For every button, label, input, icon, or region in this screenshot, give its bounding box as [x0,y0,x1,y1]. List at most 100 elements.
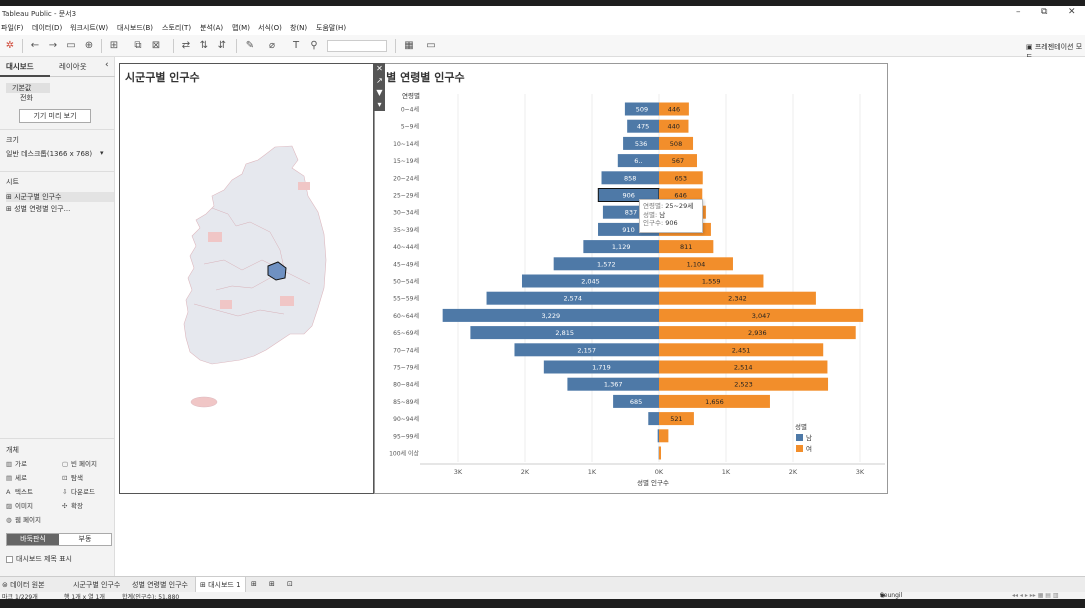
male-bar[interactable] [567,377,659,391]
korea-mainland-map[interactable] [183,145,327,365]
female-bar[interactable] [659,119,689,133]
female-bar[interactable] [659,412,694,426]
male-bar[interactable] [543,360,659,374]
tab-dashboard-active[interactable]: ⊞ 대시보드 1 [195,577,246,592]
new-story-icon[interactable]: ⊡ [287,580,293,588]
highlighted-district[interactable] [267,261,287,281]
menu-help[interactable]: 도움말(H) [316,24,347,32]
show-me-icon[interactable]: ▦ [404,40,414,51]
fit-dropdown[interactable] [327,40,387,52]
male-bar[interactable] [623,136,659,150]
highlight-icon[interactable]: ✎ [245,40,255,51]
male-bar[interactable] [627,119,659,133]
collapse-pane-icon[interactable]: ‹ [105,60,109,70]
tab-dashboard[interactable]: 대시보드 [6,62,34,71]
menu-story[interactable]: 스토리(T) [162,24,192,32]
map-sheet[interactable]: 시군구별 인구수 [119,63,374,494]
object-web-page[interactable]: ◍ 웹 페이지 [6,516,41,524]
object-download[interactable]: ⇩ 다운로드 [62,488,95,496]
female-bar[interactable] [659,240,714,254]
object-extension[interactable]: ✣ 확장 [62,502,83,510]
group-icon[interactable]: ⌀ [268,40,276,51]
chevron-down-icon[interactable]: ▾ [100,149,104,157]
new-sheet-icon[interactable]: ⊞ [109,40,119,51]
device-phone[interactable]: 전화 [20,94,33,102]
menu-window[interactable]: 창(N) [290,24,308,32]
menu-format[interactable]: 서식(O) [258,24,282,32]
legend-swatch[interactable] [796,434,803,441]
female-bar[interactable] [659,377,829,391]
tab-sheet[interactable]: 시군구별 인구수 [73,581,121,589]
sheet-item[interactable]: ⊞ 시군구별 인구수 [6,192,114,202]
female-bar[interactable] [659,429,669,443]
female-bar[interactable] [659,291,816,305]
save-icon[interactable]: ▭ [66,40,76,51]
male-bar[interactable] [617,154,659,168]
object-text[interactable]: A 텍스트 [6,488,33,496]
floating-button[interactable]: 부동 [78,535,92,543]
male-bar[interactable] [601,171,659,185]
size-dropdown[interactable]: 일반 데스크톱(1366 x 768) [6,150,93,158]
tab-sheet[interactable]: 성별 연령별 인구수 [132,581,188,589]
menu-worksheet[interactable]: 워크시트(W) [70,24,109,32]
menu-data[interactable]: 데이터(D) [32,24,63,32]
legend-label[interactable]: 남 [806,433,812,442]
male-bar[interactable] [648,412,659,426]
minimize-icon[interactable]: – [1016,7,1021,17]
presentation-icon[interactable]: ▭ [426,40,436,51]
show-title-checkbox[interactable]: 대시보드 제목 표시 [6,554,72,564]
pyramid-sheet[interactable]: 연령별 0~4세 509 446 5~9세 475 440 10~14세 536 508 15~19… [374,63,888,494]
female-bar[interactable] [659,360,828,374]
undo-icon[interactable]: ← [30,40,40,51]
close-icon[interactable]: ✕ [376,64,383,73]
legend-swatch[interactable] [796,445,803,452]
duplicate-icon[interactable]: ⧉ [134,40,142,51]
clear-icon[interactable]: ⊠ [151,40,161,51]
male-bar[interactable] [486,291,659,305]
female-bar[interactable] [659,102,689,116]
female-bar[interactable] [659,136,694,150]
jeju-island-map[interactable] [190,396,218,408]
male-bar[interactable] [624,102,659,116]
new-worksheet-icon[interactable]: ⊞ [251,580,257,588]
device-default[interactable]: 기본값 [6,83,50,93]
swap-icon[interactable]: ⇄ [181,40,191,51]
female-bar[interactable] [659,343,824,357]
tableau-logo-icon[interactable]: ✲ [5,40,15,51]
menu-map[interactable]: 맵(M) [232,24,250,32]
go-to-sheet-icon[interactable]: ↗ [376,76,383,85]
object-navigation[interactable]: ⊡ 탐색 [62,474,83,482]
sheet-nav-icons[interactable]: ◂◂ ◂ ▸ ▸▸ ▦ ▤ ▥ [1012,592,1059,599]
menu-file[interactable]: 파일(F) [1,24,24,32]
object-blank[interactable]: ▢ 빈 페이지 [62,460,97,468]
sheet-item[interactable]: ⊞ 성별 연령별 인구... [6,204,70,214]
female-bar[interactable] [659,394,770,408]
male-bar[interactable] [613,394,659,408]
menu-analysis[interactable]: 분석(A) [200,24,224,32]
male-bar[interactable] [470,326,659,340]
user-menu[interactable]: ◉ Seungil Kang ▾ [880,592,903,606]
object-image[interactable]: ▨ 이미지 [6,502,33,510]
female-bar[interactable] [659,171,703,185]
male-bar[interactable] [657,429,659,443]
new-datasource-icon[interactable]: ⊕ [84,40,94,51]
filter-icon[interactable]: ▼ [376,88,383,97]
menu-dashboard[interactable]: 대시보드(B) [117,24,154,32]
male-bar[interactable] [521,274,659,288]
male-bar[interactable] [583,240,659,254]
restore-icon[interactable]: ⧉ [1041,7,1048,17]
female-bar[interactable] [659,154,697,168]
female-bar[interactable] [659,257,733,271]
tab-datasource[interactable]: ⊜ 데이터 원본 [2,581,45,589]
female-bar[interactable] [659,308,864,322]
female-bar[interactable] [659,274,764,288]
sort-desc-icon[interactable]: ⇵ [217,40,227,51]
female-bar[interactable] [659,446,662,460]
new-dashboard-icon[interactable]: ⊞ [269,580,275,588]
male-bar[interactable] [514,343,659,357]
female-bar[interactable] [659,326,856,340]
more-options-icon[interactable]: ▾ [377,100,382,109]
object-vertical[interactable]: ▤ 세로 [6,474,27,482]
male-bar[interactable] [442,308,659,322]
sort-asc-icon[interactable]: ⇅ [199,40,209,51]
